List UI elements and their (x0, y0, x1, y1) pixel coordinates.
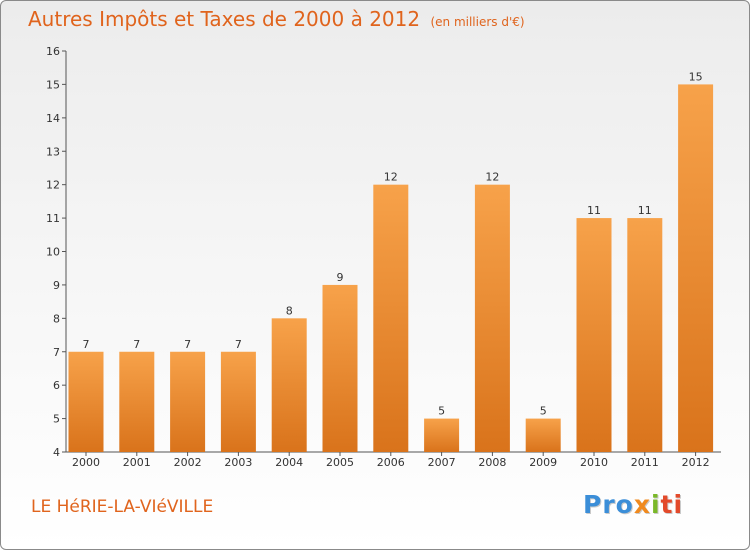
data-label: 7 (235, 338, 242, 351)
x-tick-label: 2004 (275, 456, 303, 469)
bar (373, 184, 409, 452)
bar (119, 351, 155, 452)
proxiti-logo: Proxiti (583, 490, 683, 519)
data-label: 5 (540, 405, 547, 418)
chart-title: Autres Impôts et Taxes de 2000 à 2012 (e… (28, 7, 525, 31)
x-tick-label: 2007 (428, 456, 456, 469)
data-label: 5 (438, 405, 445, 418)
chart-unit: (en milliers d'€) (430, 15, 525, 29)
y-tick-label: 11 (46, 212, 60, 225)
y-tick-label: 13 (46, 145, 60, 158)
data-label: 8 (286, 304, 293, 317)
data-label: 7 (184, 338, 191, 351)
data-label: 9 (337, 271, 344, 284)
y-tick-label: 15 (46, 78, 60, 91)
y-tick-label: 6 (53, 379, 60, 392)
x-tick-label: 2000 (72, 456, 100, 469)
x-tick-label: 2001 (123, 456, 151, 469)
data-label: 11 (587, 204, 601, 217)
x-tick-label: 2009 (529, 456, 557, 469)
y-tick-label: 9 (53, 279, 60, 292)
x-tick-label: 2003 (224, 456, 252, 469)
x-tick-label: 2012 (682, 456, 710, 469)
logo-part-3: i (650, 490, 661, 519)
bar (68, 351, 104, 452)
x-tick-label: 2010 (580, 456, 608, 469)
data-label: 12 (384, 171, 398, 184)
logo-part-2: x (633, 490, 651, 519)
y-tick-label: 7 (53, 346, 60, 359)
bar (220, 351, 256, 452)
bar (170, 351, 206, 452)
bar (322, 284, 358, 452)
data-label: 7 (83, 338, 90, 351)
bar (678, 84, 714, 453)
bar (576, 218, 612, 452)
bar (271, 318, 307, 452)
commune-name: LE HéRIE-LA-VIéVILLE (31, 497, 214, 517)
x-tick-label: 2011 (631, 456, 659, 469)
logo-part-1: Pro (583, 490, 634, 519)
y-tick-label: 14 (46, 112, 60, 125)
data-label: 7 (133, 338, 140, 351)
chart-title-text: Autres Impôts et Taxes de 2000 à 2012 (28, 7, 421, 31)
x-tick-label: 2002 (174, 456, 202, 469)
y-tick-label: 10 (46, 246, 60, 259)
data-label: 11 (638, 204, 652, 217)
bar (525, 418, 561, 452)
y-tick-label: 12 (46, 179, 60, 192)
y-tick-label: 4 (53, 446, 60, 459)
logo-part-4: ti (660, 490, 684, 519)
bar (474, 184, 510, 452)
y-tick-label: 16 (46, 45, 60, 58)
data-label: 15 (689, 70, 703, 83)
bar (627, 218, 663, 452)
data-label: 12 (485, 171, 499, 184)
x-tick-label: 2008 (478, 456, 506, 469)
x-tick-label: 2005 (326, 456, 354, 469)
y-tick-label: 5 (53, 413, 60, 426)
y-tick-label: 8 (53, 312, 60, 325)
x-tick-label: 2006 (377, 456, 405, 469)
bar (424, 418, 460, 452)
